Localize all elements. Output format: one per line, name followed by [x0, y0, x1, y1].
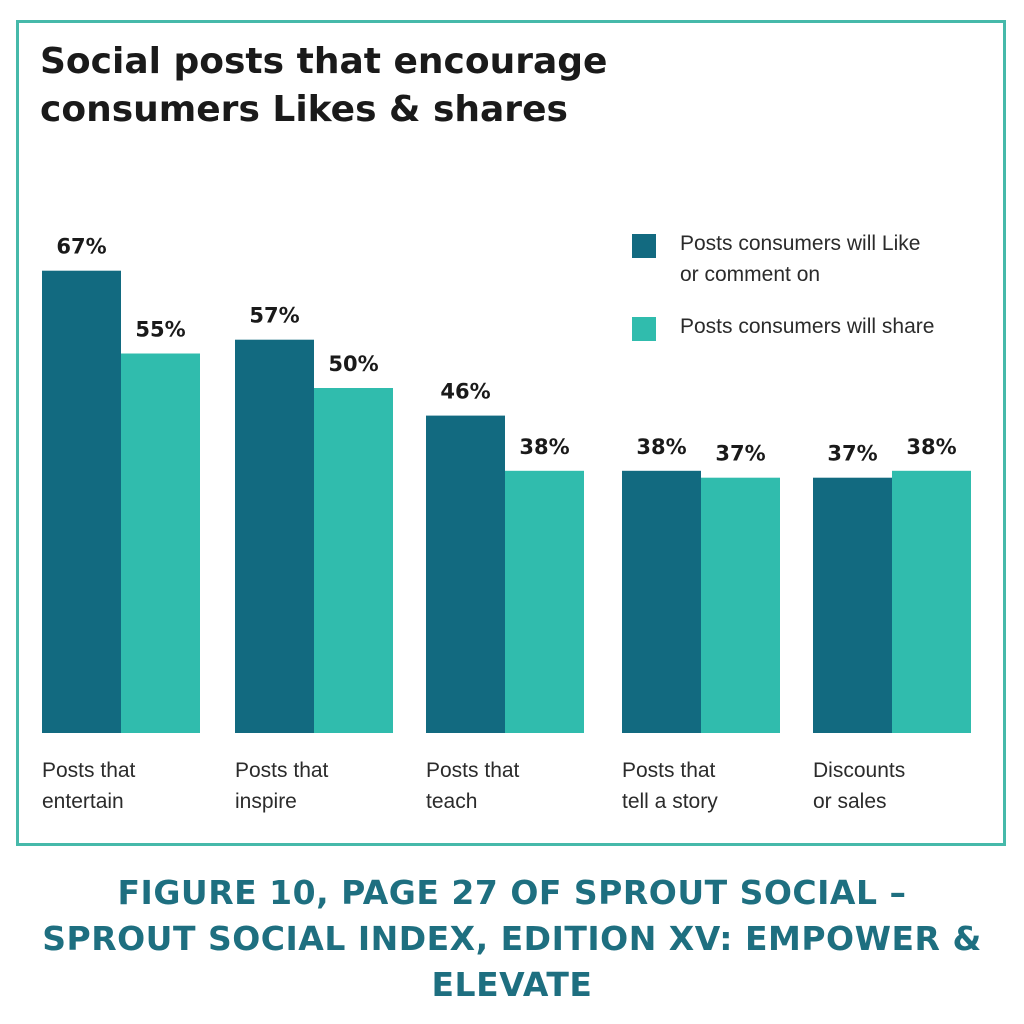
value-label-posts-that-inspire-series-2: 50% — [328, 352, 378, 376]
category-label-posts-that-teach-line-2: teach — [426, 790, 477, 813]
value-label-posts-that-tell-a-story-series-1: 38% — [636, 435, 686, 459]
legend-label-share: Posts consumers will share — [680, 315, 935, 338]
bar-posts-that-inspire-series-2 — [314, 388, 393, 733]
category-label-posts-that-teach-line-1: Posts that — [426, 759, 520, 782]
bar-posts-that-teach-series-1 — [426, 415, 505, 733]
bar-posts-that-teach-series-2 — [505, 470, 584, 733]
category-label-discounts-or-sales-line-2: or sales — [813, 790, 887, 813]
value-label-posts-that-teach-series-2: 38% — [519, 435, 569, 459]
legend-label-like-line1: Posts consumers will Like — [680, 232, 921, 255]
caption-line-2: SPROUT SOCIAL INDEX, EDITION XV: EMPOWER… — [42, 919, 982, 1004]
legend-item-share: Posts consumers will share — [632, 311, 992, 342]
category-label-posts-that-entertain-line-1: Posts that — [42, 759, 136, 782]
legend-swatch-share — [632, 317, 656, 341]
value-label-posts-that-tell-a-story-series-2: 37% — [715, 442, 765, 466]
legend-label-like-line2: or comment on — [680, 263, 821, 286]
bar-posts-that-inspire-series-1 — [235, 339, 314, 733]
category-label-posts-that-entertain-line-2: entertain — [42, 790, 124, 813]
bar-discounts-or-sales-series-2 — [892, 470, 971, 733]
bar-discounts-or-sales-series-1 — [813, 477, 892, 733]
legend-swatch-like — [632, 234, 656, 258]
value-label-posts-that-entertain-series-2: 55% — [135, 318, 185, 342]
category-label-discounts-or-sales-line-1: Discounts — [813, 759, 905, 782]
value-label-posts-that-teach-series-1: 46% — [440, 380, 490, 404]
bar-posts-that-entertain-series-1 — [42, 270, 121, 733]
bar-posts-that-entertain-series-2 — [121, 353, 200, 733]
caption-line-1: FIGURE 10, PAGE 27 OF SPROUT SOCIAL – — [117, 873, 907, 912]
value-label-posts-that-inspire-series-1: 57% — [249, 304, 299, 328]
chart-title: Social posts that encourage consumers Li… — [40, 41, 608, 130]
value-label-posts-that-entertain-series-1: 67% — [56, 235, 106, 259]
legend: Posts consumers will Like or comment on … — [632, 228, 992, 342]
category-label-posts-that-tell-a-story-line-2: tell a story — [622, 790, 718, 813]
value-label-discounts-or-sales-series-1: 37% — [827, 442, 877, 466]
value-label-discounts-or-sales-series-2: 38% — [906, 435, 956, 459]
bar-posts-that-tell-a-story-series-2 — [701, 477, 780, 733]
figure-caption: FIGURE 10, PAGE 27 OF SPROUT SOCIAL – SP… — [0, 870, 1024, 1008]
category-label-posts-that-inspire-line-2: inspire — [235, 790, 297, 813]
legend-item-like: Posts consumers will Like or comment on — [632, 228, 992, 290]
category-label-posts-that-tell-a-story-line-1: Posts that — [622, 759, 716, 782]
category-label-posts-that-inspire-line-1: Posts that — [235, 759, 329, 782]
bar-posts-that-tell-a-story-series-1 — [622, 470, 701, 733]
